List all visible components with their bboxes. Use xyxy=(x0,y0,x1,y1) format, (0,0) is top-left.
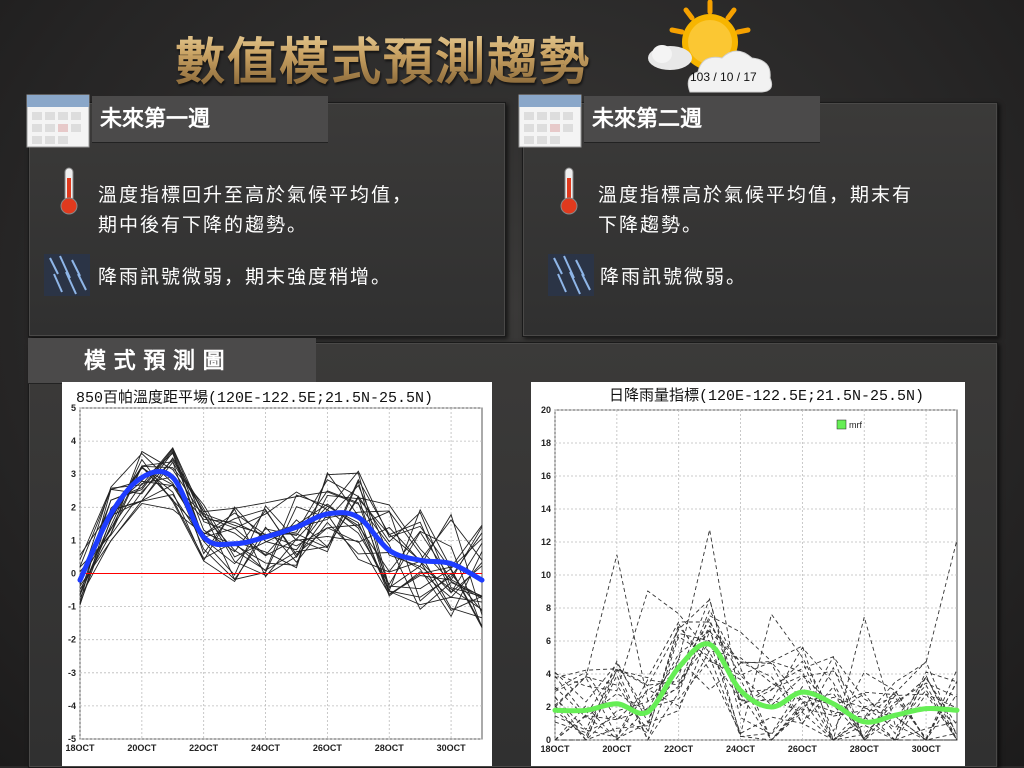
y-tick-label: 6 xyxy=(546,636,551,646)
date-label: 103 / 10 / 17 xyxy=(690,70,757,84)
model-heading: 模 式 預 測 圖 xyxy=(28,338,316,384)
legend-label: mrf xyxy=(849,420,862,430)
week2-heading-text: 未來第二週 xyxy=(592,106,703,132)
ensemble-line xyxy=(554,618,958,741)
calendar-icon xyxy=(518,94,582,148)
x-tick-label: 26OCT xyxy=(313,743,343,753)
ensemble-line xyxy=(79,466,483,616)
ensemble-line xyxy=(79,502,483,611)
y-tick-label: -5 xyxy=(68,734,76,744)
rainfall-chart: 日降雨量指標(120E-122.5E;21.5N-25.5N) 0 2 4 6 8 10 1… xyxy=(531,382,965,766)
x-tick-label: 22OCT xyxy=(664,744,694,754)
rain-icon xyxy=(44,254,90,296)
y-tick-label: 20 xyxy=(541,405,551,415)
ensemble-line xyxy=(554,630,958,741)
y-tick-label: -3 xyxy=(68,668,76,678)
chart-title: 日降雨量指標(120E-122.5E;21.5N-25.5N) xyxy=(609,387,924,405)
week1-temp-text: 溫度指標回升至高於氣候平均值， 期中後有下降的趨勢。 xyxy=(98,180,498,240)
thermometer-icon xyxy=(560,167,578,215)
temperature-chart: 850百帕溫度距平場(120E-122.5E;21.5N-25.5N) -5 -4… xyxy=(62,382,492,766)
week2-temp-text: 溫度指標高於氣候平均值，期末有 下降趨勢。 xyxy=(598,180,988,240)
series-line xyxy=(77,469,485,583)
y-tick-label: 4 xyxy=(546,669,551,679)
ensemble-line xyxy=(79,478,483,606)
ensemble-line xyxy=(554,613,958,741)
x-tick-label: 28OCT xyxy=(850,744,880,754)
ensemble-line xyxy=(554,630,958,741)
y-tick-label: 3 xyxy=(71,469,76,479)
y-tick-label: 5 xyxy=(71,403,76,413)
x-tick-label: 30OCT xyxy=(912,744,942,754)
ensemble-line xyxy=(554,621,958,739)
y-tick-label: 14 xyxy=(541,504,551,514)
chart-title: 850百帕溫度距平場(120E-122.5E;21.5N-25.5N) xyxy=(76,389,433,407)
ensemble-line xyxy=(79,461,483,594)
y-tick-label: 1 xyxy=(71,535,76,545)
y-tick-label: 2 xyxy=(546,702,551,712)
page-title: 數值模式預測趨勢 xyxy=(175,22,591,94)
calendar-icon xyxy=(26,94,90,148)
ensemble-line xyxy=(79,446,483,598)
y-tick-label: -1 xyxy=(68,602,76,612)
ensemble-line xyxy=(79,484,483,598)
week2-heading: 未來第二週 xyxy=(584,96,820,143)
y-tick-label: 2 xyxy=(71,502,76,512)
y-tick-label: 0 xyxy=(71,569,76,579)
week1-rain-text: 降雨訊號微弱，期末強度稍增。 xyxy=(98,266,393,288)
legend-swatch xyxy=(836,419,847,430)
thermometer-icon xyxy=(60,167,78,215)
ensemble-line xyxy=(79,452,483,628)
model-heading-text: 模 式 預 測 圖 xyxy=(84,348,225,374)
x-tick-label: 24OCT xyxy=(251,743,281,753)
x-tick-label: 28OCT xyxy=(375,743,405,753)
week2-temp-line1: 溫度指標高於氣候平均值，期末有 xyxy=(598,184,914,206)
y-tick-label: -4 xyxy=(68,701,76,711)
x-tick-label: 30OCT xyxy=(437,743,467,753)
ensemble-line xyxy=(554,529,957,741)
y-tick-label: 8 xyxy=(546,603,551,613)
ensemble-line xyxy=(79,459,483,610)
ensemble-line xyxy=(554,615,957,741)
y-tick-label: 4 xyxy=(71,436,76,446)
ensemble-line xyxy=(79,458,483,618)
week2-rain-text: 降雨訊號微弱。 xyxy=(600,266,748,288)
ensemble-line xyxy=(554,635,958,741)
x-tick-label: 22OCT xyxy=(189,743,219,753)
week1-temp-line1: 溫度指標回升至高於氣候平均值， xyxy=(98,184,414,206)
x-tick-label: 20OCT xyxy=(127,743,157,753)
x-tick-label: 26OCT xyxy=(788,744,818,754)
y-tick-label: -2 xyxy=(68,635,76,645)
ensemble-line xyxy=(555,598,958,741)
rain-icon xyxy=(548,254,594,296)
x-tick-label: 24OCT xyxy=(726,744,756,754)
week2-temp-line2: 下降趨勢。 xyxy=(598,214,704,236)
y-tick-label: 16 xyxy=(541,471,551,481)
ensemble-line xyxy=(79,461,483,596)
ensemble-line xyxy=(554,615,958,741)
y-tick-label: 0 xyxy=(546,735,551,745)
week1-temp-line2: 期中後有下降的趨勢。 xyxy=(98,214,309,236)
ensemble-line xyxy=(79,447,483,606)
x-tick-label: 18OCT xyxy=(540,744,570,754)
week1-heading-text: 未來第一週 xyxy=(100,106,211,132)
series-line xyxy=(552,641,960,725)
sun-cloud-icon xyxy=(648,0,773,93)
y-tick-label: 18 xyxy=(541,438,551,448)
y-tick-label: 12 xyxy=(541,537,551,547)
week1-heading: 未來第一週 xyxy=(92,96,328,143)
ensemble-line xyxy=(79,450,483,599)
ensemble-line xyxy=(555,539,958,741)
ensemble-line xyxy=(554,597,958,741)
ensemble-line xyxy=(554,609,958,741)
x-tick-label: 18OCT xyxy=(65,743,95,753)
ensemble-line xyxy=(79,476,483,612)
ensemble-line xyxy=(554,659,958,741)
y-tick-label: 10 xyxy=(541,570,551,580)
x-tick-label: 20OCT xyxy=(602,744,632,754)
